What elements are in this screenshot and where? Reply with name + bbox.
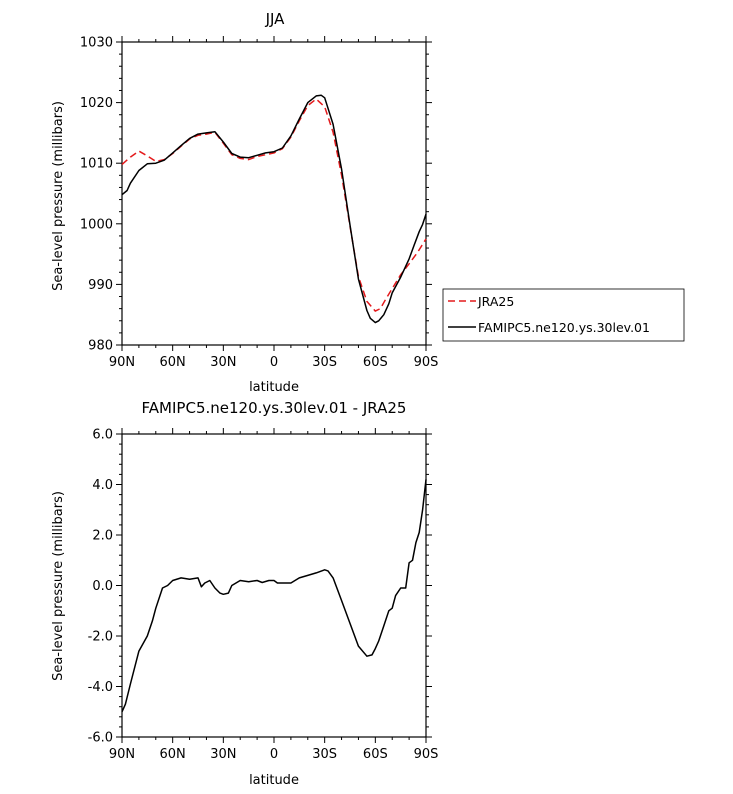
bottom-x-tick-label: 30S xyxy=(312,747,337,762)
bottom-x-axis-label: latitude xyxy=(249,773,299,788)
top-x-axis-label: latitude xyxy=(249,380,299,395)
top-axes: 90N 60N 30N 0 30S 60S 90S 980 990 1000 1010 1020 103… xyxy=(80,36,438,371)
bottom-x-tick-label: 30N xyxy=(210,747,236,762)
top-x-tick-label: 0 xyxy=(270,355,278,370)
top-chart-title: JJA xyxy=(265,10,286,28)
top-y-tick-label: 990 xyxy=(88,278,113,293)
top-x-tick-label: 60N xyxy=(160,355,186,370)
top-y-tick-label: 1000 xyxy=(80,217,113,232)
bottom-y-tick-label: 6.0 xyxy=(92,428,113,443)
bottom-x-tick-label: 90S xyxy=(414,747,439,762)
top-series-group xyxy=(121,94,427,324)
bottom-y-tick-label: 4.0 xyxy=(92,478,113,493)
top-y-tick-label: 1030 xyxy=(80,36,113,51)
legend-label-famipc5: FAMIPC5.ne120.ys.30lev.01 xyxy=(478,320,650,335)
top-series-line-jra25 xyxy=(121,98,427,312)
top-plot-frame xyxy=(121,41,427,346)
top-x-tick-label: 90N xyxy=(109,355,135,370)
top-x-tick-label: 30S xyxy=(312,355,337,370)
bottom-y-tick-label: 2.0 xyxy=(92,529,113,544)
bottom-y-tick-label: 0.0 xyxy=(92,579,113,594)
bottom-y-tick-label: -4.0 xyxy=(88,680,113,695)
top-legend: JRA25 FAMIPC5.ne120.ys.30lev.01 xyxy=(442,288,685,342)
legend-label-jra25: JRA25 xyxy=(477,294,514,309)
top-y-tick-label: 1020 xyxy=(80,96,113,111)
top-x-tick-label: 30N xyxy=(210,355,236,370)
bottom-x-tick-label: 60N xyxy=(160,747,186,762)
top-y-tick-label: 1010 xyxy=(80,157,113,172)
top-x-tick-label: 60S xyxy=(363,355,388,370)
bottom-y-axis-label: Sea-level pressure (millibars) xyxy=(51,491,66,681)
top-x-tick-label: 90S xyxy=(414,355,439,370)
bottom-x-tick-label: 60S xyxy=(363,747,388,762)
bottom-x-tick-label: 0 xyxy=(270,747,278,762)
top-series-line-famipc5-ne120-ys-30lev-01 xyxy=(121,94,427,324)
top-y-tick-label: 980 xyxy=(88,339,113,354)
bottom-y-tick-label: -2.0 xyxy=(88,630,113,645)
top-panel: JJA 90N 60N 30N 0 30S 60S 90S 980 990 1000 1010 102… xyxy=(51,10,685,395)
bottom-axes: 90N 60N 30N 0 30S 60S 90S -6.0 -4.0 -2.0 0.0 2.0 4.0… xyxy=(88,428,439,763)
bottom-chart-title: FAMIPC5.ne120.ys.30lev.01 - JRA25 xyxy=(142,399,407,417)
bottom-y-tick-label: -6.0 xyxy=(88,731,113,746)
bottom-x-tick-label: 90N xyxy=(109,747,135,762)
legend-box xyxy=(442,288,685,342)
bottom-series-group xyxy=(121,479,427,713)
bottom-series-line-0 xyxy=(121,479,427,713)
top-y-axis-label: Sea-level pressure (millibars) xyxy=(51,101,66,291)
bottom-panel: FAMIPC5.ne120.ys.30lev.01 - JRA25 90N 60N… xyxy=(51,399,438,788)
